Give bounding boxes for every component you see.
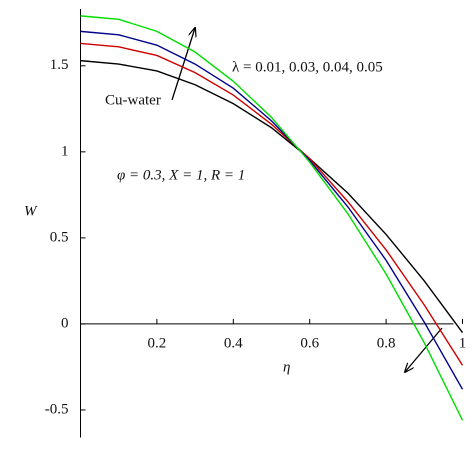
x-tick-label: 0.2 <box>148 335 167 351</box>
arrow <box>171 28 195 101</box>
annotation: λ = 0.01, 0.03, 0.04, 0.05 <box>232 59 383 75</box>
y-tick-label: 1 <box>61 143 69 159</box>
y-tick-label: 1.5 <box>50 57 69 73</box>
x-tick-label: 1 <box>459 335 467 351</box>
line <box>80 42 464 366</box>
line <box>80 15 464 421</box>
x-tick-label: 0.6 <box>300 335 319 351</box>
y-tick-label: 0.5 <box>50 229 69 245</box>
x-tick-label: 0.8 <box>377 335 396 351</box>
annotation: Cu-water <box>105 92 161 108</box>
annotation: φ = 0.3, X = 1, R = 1 <box>117 167 245 183</box>
x-tick-label: 0.4 <box>224 335 243 351</box>
line <box>80 30 464 390</box>
y-tick-label: -0.5 <box>45 401 69 417</box>
y-axis-label: W <box>24 203 38 219</box>
y-tick-label: 0 <box>61 315 69 331</box>
line <box>80 59 464 333</box>
x-axis-label: η <box>283 359 290 375</box>
arrow <box>405 327 443 372</box>
